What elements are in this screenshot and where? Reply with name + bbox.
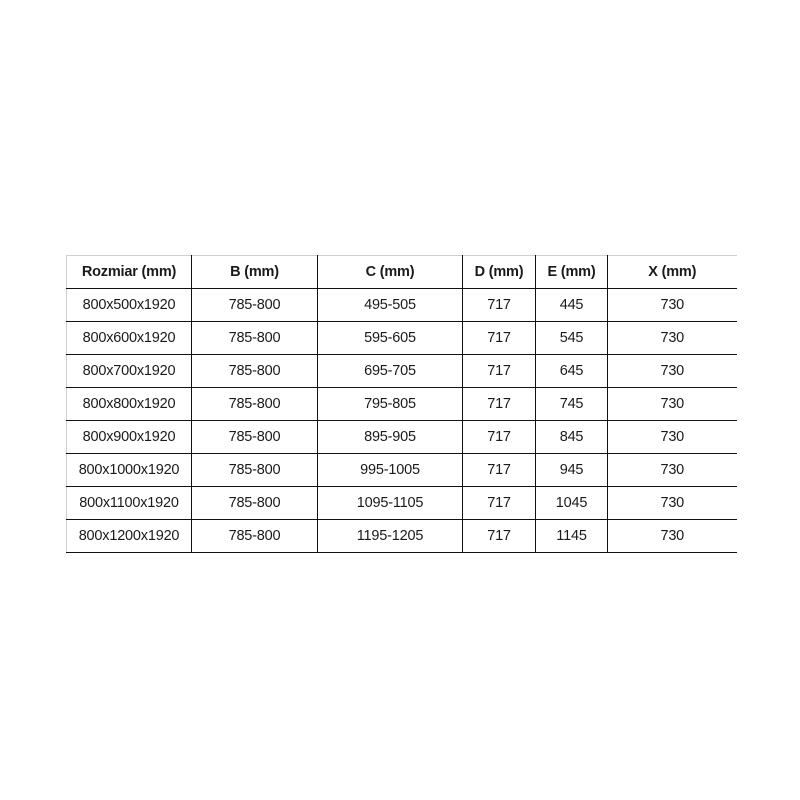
column-header-e: E (mm) [535,255,608,289]
cell-e: 945 [535,453,608,487]
cell-size: 800x1000x1920 [66,453,192,487]
column-header-rozmiar: Rozmiar (mm) [66,255,192,289]
cell-d: 717 [462,486,536,520]
cell-e: 1045 [535,486,608,520]
cell-b: 785-800 [191,519,318,553]
cell-c: 795-805 [317,387,463,421]
cell-e: 445 [535,288,608,322]
cell-size: 800x700x1920 [66,354,192,388]
table-body: 800x500x1920 785-800 495-505 717 445 730… [66,288,737,553]
spec-table-container: Rozmiar (mm) B (mm) C (mm) D (mm) E (mm)… [66,255,737,553]
cell-size: 800x1100x1920 [66,486,192,520]
table-left-border-tail [66,543,67,547]
cell-size: 800x1200x1920 [66,519,192,553]
cell-b: 785-800 [191,420,318,454]
cell-x: 730 [607,354,737,388]
cell-c: 1095-1105 [317,486,463,520]
cell-e: 645 [535,354,608,388]
cell-size: 800x600x1920 [66,321,192,355]
column-header-d: D (mm) [462,255,536,289]
cell-b: 785-800 [191,321,318,355]
table-row: 800x700x1920 785-800 695-705 717 645 730 [66,354,737,388]
cell-c: 895-905 [317,420,463,454]
cell-size: 800x500x1920 [66,288,192,322]
cell-c: 495-505 [317,288,463,322]
table-row: 800x900x1920 785-800 895-905 717 845 730 [66,420,737,454]
cell-e: 845 [535,420,608,454]
cell-d: 717 [462,420,536,454]
cell-c: 995-1005 [317,453,463,487]
cell-d: 717 [462,519,536,553]
cell-x: 730 [607,321,737,355]
cell-size: 800x900x1920 [66,420,192,454]
cell-b: 785-800 [191,354,318,388]
table-row: 800x500x1920 785-800 495-505 717 445 730 [66,288,737,322]
table-row: 800x800x1920 785-800 795-805 717 745 730 [66,387,737,421]
cell-e: 1145 [535,519,608,553]
dimensions-table: Rozmiar (mm) B (mm) C (mm) D (mm) E (mm)… [66,255,737,553]
cell-x: 730 [607,486,737,520]
cell-b: 785-800 [191,486,318,520]
cell-x: 730 [607,420,737,454]
cell-b: 785-800 [191,387,318,421]
cell-x: 730 [607,453,737,487]
cell-b: 785-800 [191,288,318,322]
table-row: 800x1000x1920 785-800 995-1005 717 945 7… [66,453,737,487]
cell-c: 1195-1205 [317,519,463,553]
column-header-x: X (mm) [607,255,737,289]
cell-d: 717 [462,453,536,487]
table-header: Rozmiar (mm) B (mm) C (mm) D (mm) E (mm)… [66,255,737,289]
table-row: 800x1200x1920 785-800 1195-1205 717 1145… [66,519,737,553]
cell-d: 717 [462,354,536,388]
cell-size: 800x800x1920 [66,387,192,421]
column-header-c: C (mm) [317,255,463,289]
cell-x: 730 [607,288,737,322]
cell-d: 717 [462,387,536,421]
cell-d: 717 [462,321,536,355]
cell-e: 545 [535,321,608,355]
cell-c: 595-605 [317,321,463,355]
cell-c: 695-705 [317,354,463,388]
table-row: 800x600x1920 785-800 595-605 717 545 730 [66,321,737,355]
cell-e: 745 [535,387,608,421]
cell-x: 730 [607,519,737,553]
cell-d: 717 [462,288,536,322]
column-header-b: B (mm) [191,255,318,289]
table-header-row: Rozmiar (mm) B (mm) C (mm) D (mm) E (mm)… [66,255,737,289]
cell-x: 730 [607,387,737,421]
table-row: 800x1100x1920 785-800 1095-1105 717 1045… [66,486,737,520]
cell-b: 785-800 [191,453,318,487]
